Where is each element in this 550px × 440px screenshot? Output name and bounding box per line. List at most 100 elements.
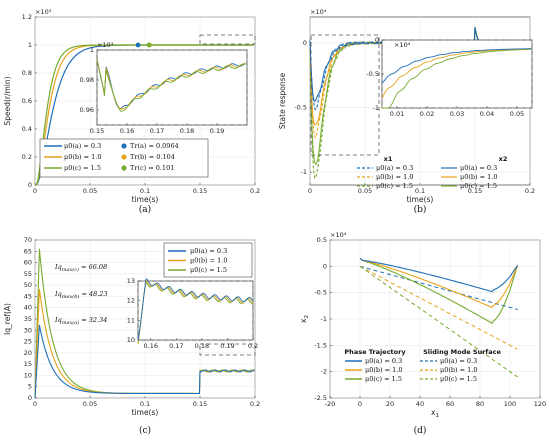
legend-label: μ0(c) = 1.5 xyxy=(190,266,227,274)
x-tick-label: 0.15 xyxy=(468,187,482,195)
y-axis-label-d: x2 xyxy=(299,315,310,323)
y-tick-label: 1.2 xyxy=(22,13,32,21)
surface-line-b xyxy=(359,265,518,350)
y-tick-label: -2 xyxy=(321,368,327,376)
panel-b: 0 0.05 0.1 0.15 0.2 -1 -0.5 0 ×10⁴ time(s) State r… xyxy=(278,8,535,215)
y-exponent-d: ×10⁴ xyxy=(330,231,347,239)
inset-a xyxy=(96,49,248,126)
legend-header-trajectory: Phase Trajectory xyxy=(344,348,406,356)
legend-label: μ0(c) = 1.5 xyxy=(460,182,497,190)
x-axis-label-a: time(s) xyxy=(132,195,159,204)
inset-line-c-a xyxy=(137,278,254,341)
y-tick-label: 0.4 xyxy=(22,125,32,133)
inset-exponent-a: ×10³ xyxy=(97,41,114,49)
y-tick-label: 10 xyxy=(24,371,32,379)
x-tick-label: 60 xyxy=(446,400,454,408)
x-tick-label: 0.1 xyxy=(140,400,150,408)
caption-c: (c) xyxy=(139,425,151,436)
legend-label: Tr(b) = 0.104 xyxy=(130,153,175,161)
inset-exponent-b: ×10⁴ xyxy=(394,41,411,49)
legend-label: μ0(b) = 1.0 xyxy=(460,173,498,181)
y-tick-label: 1 xyxy=(90,46,94,54)
legend-label: μ0(b) = 1.0 xyxy=(440,366,478,374)
inset-border-c xyxy=(137,280,254,341)
x-tick-label: 0.02 xyxy=(420,110,434,118)
x-tick-label: 0.19 xyxy=(220,342,234,350)
y-tick-label: 13 xyxy=(127,277,135,285)
y-tick-label: 0 xyxy=(375,36,379,44)
y-tick-label: 35 xyxy=(24,315,32,323)
panel-d: -20 0 20 40 60 80 100 120 -2.5 -2 -1.5 -1 -0.5 0 0.5×1… xyxy=(299,231,546,436)
y-tick-label: -1 xyxy=(373,104,379,112)
x-tick-label: 0.15 xyxy=(193,400,207,408)
x-tick-label: 0.2 xyxy=(525,187,535,195)
inset-line-b-c xyxy=(382,48,532,109)
surface-line-a xyxy=(359,265,518,310)
x-tick-label: 0.15 xyxy=(193,187,207,195)
y-tick-label: 11 xyxy=(127,316,135,324)
legend-marker xyxy=(121,154,127,160)
x-tick-label: 0.05 xyxy=(83,187,97,195)
y-tick-label: 65 xyxy=(24,247,32,255)
legend-label: μ0(c) = 1.5 xyxy=(376,182,413,190)
x-tick-label: 0.19 xyxy=(210,127,224,135)
y-tick-label: 0 xyxy=(28,394,32,402)
y-tick-label: 0.8 xyxy=(22,69,32,77)
y-tick-label: 0.2 xyxy=(22,153,32,161)
y-tick-label: 40 xyxy=(24,304,32,312)
x-tick-label: 0.17 xyxy=(150,127,164,135)
inset-line-a xyxy=(96,58,246,109)
x-tick-label: 40 xyxy=(416,400,424,408)
legend-label: μ0(b) = 1.0 xyxy=(376,173,414,181)
trajectory-line-a xyxy=(359,257,518,293)
legend-label: Tr(a) = 0.0964 xyxy=(130,142,179,150)
legend-c: μ0(a) = 0.3 μ0(b) = 1.0μ0(c) = 1.5 xyxy=(163,242,253,278)
x-tick-label: 20 xyxy=(386,400,394,408)
inset-line-b-a xyxy=(381,48,532,84)
y-tick-label: -2.5 xyxy=(314,394,327,402)
y-tick-label: -0.5 xyxy=(294,103,307,111)
y-exponent-b: ×10⁴ xyxy=(310,8,327,16)
legend-header-surface: Sliding Mode Surface xyxy=(423,348,501,356)
x-axis-label-d: x1 xyxy=(431,408,439,419)
panel-a: 0 0.05 0.1 0.15 0.200.20.40.60.811.2×10³time… xyxy=(3,8,260,215)
x-tick-label: 0.18 xyxy=(195,342,209,350)
y-tick-label: 0.96 xyxy=(80,106,94,114)
zoom-region-c xyxy=(199,343,256,356)
y-tick-label: 70 xyxy=(24,236,32,244)
caption-d: (d) xyxy=(414,425,427,436)
legend-d: Phase Trajectory Sliding Mode Surfaceμ0(a… xyxy=(344,348,501,383)
y-axis-label-a: Speed(r/min) xyxy=(3,76,12,125)
x-axis-label-c: time(s) xyxy=(132,408,159,417)
legend-label: μ0(b) = 1.0 xyxy=(190,257,228,265)
inset-b xyxy=(381,39,533,109)
y-tick-label: -1 xyxy=(301,168,307,176)
x-tick-label: 0.03 xyxy=(450,110,464,118)
y-tick-label: 0.5 xyxy=(317,236,327,244)
legend-label: μ0(a) = 0.3 xyxy=(376,164,413,172)
y-tick-label: 12 xyxy=(127,297,135,305)
x-tick-label: 0 xyxy=(33,400,37,408)
y-tick-label: 20 xyxy=(24,349,32,357)
x-tick-label: 0.16 xyxy=(120,127,134,135)
legend-label: μ0(c) = 1.5 xyxy=(440,375,477,383)
x-tick-label: 0.15 xyxy=(90,127,104,135)
legend-label: μ0(a) = 0.3 xyxy=(190,247,227,255)
caption-b: (b) xyxy=(414,204,427,215)
y-tick-label: 45 xyxy=(24,292,32,300)
y-tick-label: 0 xyxy=(323,262,327,270)
x-tick-label: -20 xyxy=(325,400,336,408)
y-tick-label: -0.5 xyxy=(314,289,327,297)
panel-c: 0 0.05 0.1 0.15 0.2 0 5 10 15 20 25 30 35 40 45 50 55 60 6… xyxy=(3,236,260,436)
legend-a: μ0(a) = 0.3 μ0(b) = 1.0 μ0(c) = 1.5 Tr(a) =… xyxy=(39,138,209,178)
trajectory-line-c xyxy=(359,257,519,324)
inset-line-b-b xyxy=(381,48,532,99)
legend-label: μ0(c) = 1.5 xyxy=(365,375,402,383)
y-tick-label: 50 xyxy=(24,281,32,289)
inset-line-c xyxy=(96,59,246,112)
y-tick-label: -1.5 xyxy=(314,341,327,349)
peak-annotation: Iqmax(a) = 32.34 xyxy=(54,316,107,326)
legend-header-x2: x2 xyxy=(499,155,508,163)
